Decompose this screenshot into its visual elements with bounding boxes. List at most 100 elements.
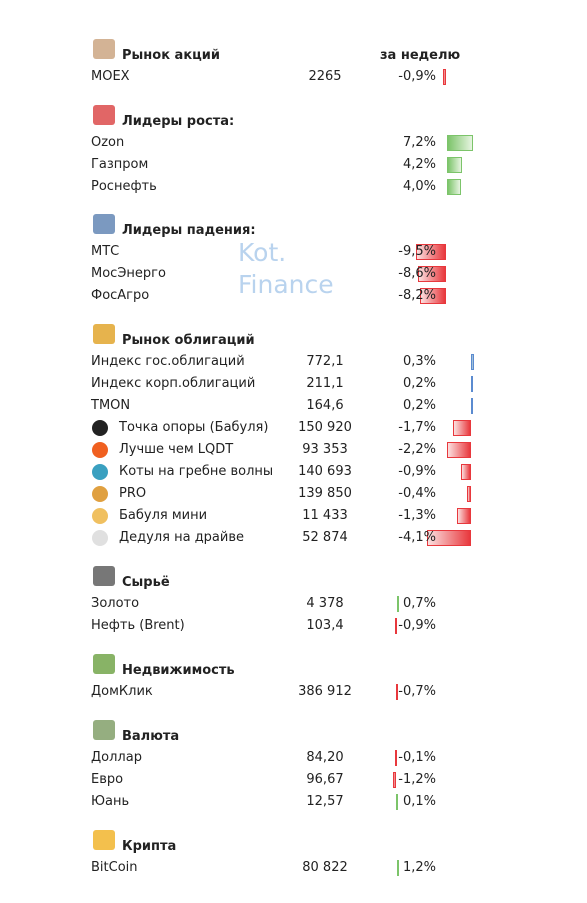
change-bar <box>471 398 474 414</box>
section-icon <box>93 830 115 850</box>
change-bar <box>447 157 463 173</box>
row-value: 164,6 <box>306 398 344 413</box>
row-value: 140 693 <box>298 464 352 479</box>
row-value: 139 850 <box>298 486 352 501</box>
row-name: МТС <box>91 244 120 259</box>
change-bar <box>471 376 474 392</box>
row-value: 12,57 <box>306 794 344 809</box>
row-name: Золото <box>91 596 140 611</box>
change-bar <box>415 244 446 260</box>
change-label: -0,9% <box>398 464 436 479</box>
change-bar <box>443 69 446 85</box>
row-value: 80 822 <box>302 860 348 875</box>
row-name: MOEX <box>91 69 130 84</box>
section-title: Лидеры роста: <box>122 114 235 129</box>
change-label: -2,2% <box>398 442 436 457</box>
change-label: -0,9% <box>398 69 436 84</box>
change-bar <box>461 464 471 480</box>
change-bar <box>396 794 398 810</box>
row-name: ФосАгро <box>91 288 150 303</box>
section-title: Сырьё <box>122 575 170 590</box>
change-label: -1,7% <box>398 420 436 435</box>
row-name: ДомКлик <box>91 684 153 699</box>
row-value: 211,1 <box>306 376 344 391</box>
change-label: -9,5% <box>398 244 436 259</box>
row-name: Бабуля мини <box>119 508 208 523</box>
change-bar <box>393 772 396 788</box>
watermark: Kot. <box>238 238 287 267</box>
change-label: -4,1% <box>398 530 436 545</box>
row-name: МосЭнерго <box>91 266 166 281</box>
row-icon <box>92 464 108 480</box>
change-label: -8,6% <box>398 266 436 281</box>
row-name: Нефть (Brent) <box>91 618 185 633</box>
section-icon <box>93 720 115 740</box>
row-name: Юань <box>91 794 130 809</box>
change-bar <box>395 618 398 634</box>
change-bar <box>427 530 471 546</box>
change-bar <box>395 684 398 700</box>
row-icon <box>92 420 108 436</box>
row-value: 96,67 <box>306 772 344 787</box>
change-label: 4,2% <box>402 157 436 172</box>
change-label: 0,2% <box>402 398 436 413</box>
change-label: 0,7% <box>402 596 436 611</box>
row-value: 11 433 <box>302 508 348 523</box>
change-label: 0,2% <box>402 376 436 391</box>
section-title: Валюта <box>122 729 180 744</box>
change-label: 4,0% <box>402 179 436 194</box>
section-icon <box>93 324 115 344</box>
change-bar <box>419 288 446 304</box>
change-label: 7,2% <box>402 135 436 150</box>
column-header: за неделю <box>380 48 461 63</box>
row-name: Ozon <box>91 135 125 150</box>
row-value: 2265 <box>308 69 342 84</box>
row-name: TMON <box>91 398 131 413</box>
row-name: Индекс корп.облигаций <box>91 376 256 391</box>
section-title: Рынок акций <box>122 48 220 63</box>
change-label: -1,2% <box>398 772 436 787</box>
section-icon <box>93 214 115 234</box>
row-icon <box>92 530 108 546</box>
row-value: 93 353 <box>302 442 348 457</box>
row-name: PRO <box>119 486 147 501</box>
change-label: 1,2% <box>402 860 436 875</box>
change-bar <box>395 750 397 766</box>
change-bar <box>447 179 462 195</box>
row-value: 103,4 <box>306 618 344 633</box>
row-name: Евро <box>91 772 124 787</box>
change-bar <box>418 266 446 282</box>
row-name: Точка опоры (Бабуля) <box>119 420 269 435</box>
row-icon <box>92 442 108 458</box>
change-label: -0,4% <box>398 486 436 501</box>
change-label: -0,9% <box>398 618 436 633</box>
change-bar <box>397 860 400 876</box>
row-value: 84,20 <box>306 750 344 765</box>
row-value: 150 920 <box>298 420 352 435</box>
change-bar <box>447 442 471 458</box>
change-label: 0,1% <box>402 794 436 809</box>
row-value: 386 912 <box>298 684 352 699</box>
change-label: -0,7% <box>398 684 436 699</box>
row-name: Газпром <box>91 157 149 172</box>
row-name: Доллар <box>91 750 142 765</box>
change-label: -0,1% <box>398 750 436 765</box>
change-label: -1,3% <box>398 508 436 523</box>
section-icon <box>93 105 115 125</box>
row-name: BitCoin <box>91 860 138 875</box>
row-name: Индекс гос.облигаций <box>91 354 245 369</box>
row-name: Дедуля на драйве <box>119 530 245 545</box>
section-icon <box>93 566 115 586</box>
change-bar <box>457 508 471 524</box>
row-name: Коты на гребне волны <box>119 464 274 479</box>
section-title: Лидеры падения: <box>122 223 256 238</box>
section-icon <box>93 39 115 59</box>
row-icon <box>92 508 108 524</box>
section-title: Рынок облигаций <box>122 333 255 348</box>
row-value: 4 378 <box>306 596 344 611</box>
change-bar <box>452 420 471 436</box>
row-icon <box>92 486 108 502</box>
row-name: Роснефть <box>91 179 157 194</box>
change-label: 0,3% <box>402 354 436 369</box>
